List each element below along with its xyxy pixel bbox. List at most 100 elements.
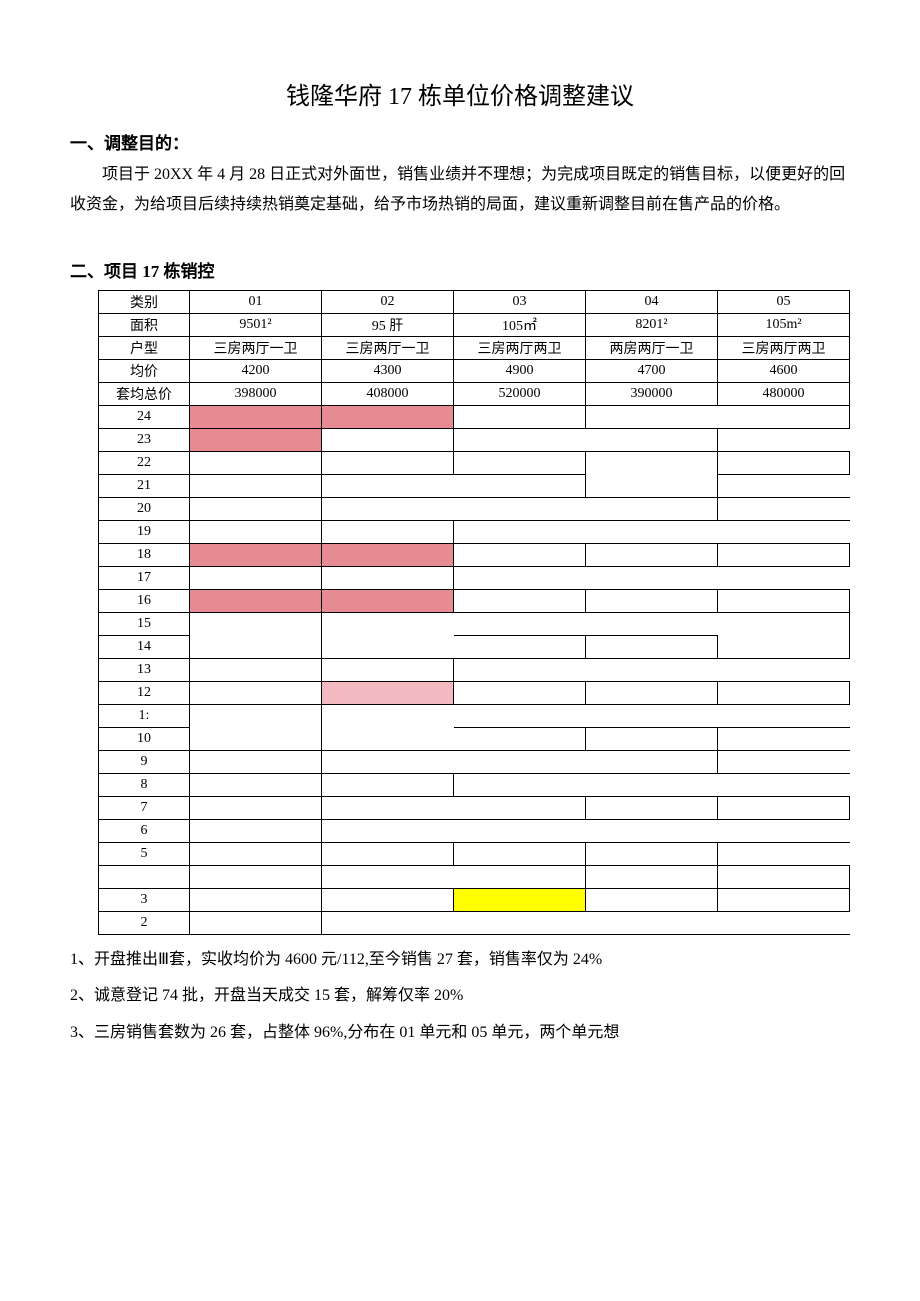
header-cell: 398000 — [190, 382, 322, 405]
floor-label: 17 — [99, 566, 190, 589]
floor-cell — [322, 474, 454, 497]
floor-cell — [190, 727, 322, 750]
floor-cell — [718, 842, 850, 865]
floor-cell — [322, 750, 454, 773]
header-cell: 105㎡ — [454, 313, 586, 336]
page-title: 钱隆华府 17 栋单位价格调整建议 — [70, 76, 850, 111]
floor-cell — [586, 543, 718, 566]
floor-cell — [190, 819, 322, 842]
floor-label: 21 — [99, 474, 190, 497]
floor-cell — [190, 842, 322, 865]
floor-cell — [454, 796, 586, 819]
floor-cell — [190, 612, 322, 635]
floor-cell — [322, 773, 454, 796]
floor-cell — [454, 865, 586, 888]
header-cell: 两房两厅一卫 — [586, 336, 718, 359]
header-cell: 480000 — [718, 382, 850, 405]
floor-cell — [718, 704, 850, 727]
floor-label: 14 — [99, 635, 190, 658]
floor-cell — [322, 681, 454, 704]
note-line: 1、开盘推出Ⅲ套，实收均价为 4600 元/112,至今销售 27 套，销售率仅… — [70, 945, 850, 975]
notes-block: 1、开盘推出Ⅲ套，实收均价为 4600 元/112,至今销售 27 套，销售率仅… — [70, 945, 850, 1048]
floor-label: 10 — [99, 727, 190, 750]
floor-cell — [190, 911, 322, 934]
floor-label: 5 — [99, 842, 190, 865]
floor-cell — [718, 750, 850, 773]
floor-cell — [322, 911, 454, 934]
floor-cell — [718, 566, 850, 589]
floor-cell — [718, 405, 850, 428]
floor-cell — [454, 704, 586, 727]
floor-cell — [586, 405, 718, 428]
header-cell: 520000 — [454, 382, 586, 405]
floor-cell — [586, 842, 718, 865]
section1-heading: 一、调整目的： — [70, 129, 850, 154]
sales-control-table: 类别0102030405面积9501²95 肝105㎡8201²105m²户型三… — [98, 290, 850, 935]
note-line: 2、诚意登记 74 批，开盘当天成交 15 套，解筹仅率 20% — [70, 981, 850, 1011]
floor-label: 7 — [99, 796, 190, 819]
floor-cell — [454, 520, 586, 543]
floor-cell — [454, 727, 586, 750]
floor-cell — [454, 750, 586, 773]
floor-cell — [190, 658, 322, 681]
floor-label: 2 — [99, 911, 190, 934]
header-row-label: 类别 — [99, 290, 190, 313]
header-cell: 三房两厅一卫 — [190, 336, 322, 359]
floor-cell — [190, 635, 322, 658]
floor-cell — [718, 520, 850, 543]
floor-cell — [322, 819, 454, 842]
floor-cell — [586, 819, 718, 842]
floor-cell — [322, 612, 454, 635]
floor-cell — [586, 589, 718, 612]
floor-cell — [586, 911, 718, 934]
floor-cell — [718, 474, 850, 497]
floor-cell — [454, 474, 586, 497]
header-cell: 05 — [718, 290, 850, 313]
header-row-label: 均价 — [99, 359, 190, 382]
floor-cell — [454, 635, 586, 658]
floor-cell — [454, 589, 586, 612]
header-cell: 4600 — [718, 359, 850, 382]
floor-cell — [190, 796, 322, 819]
floor-cell — [322, 888, 454, 911]
floor-cell — [586, 750, 718, 773]
header-cell: 95 肝 — [322, 313, 454, 336]
floor-cell — [718, 543, 850, 566]
floor-cell — [718, 888, 850, 911]
header-row-label: 面积 — [99, 313, 190, 336]
sales-control-table-wrap: 类别0102030405面积9501²95 肝105㎡8201²105m²户型三… — [98, 290, 850, 935]
floor-cell — [454, 819, 586, 842]
floor-cell — [718, 451, 850, 474]
floor-cell — [586, 727, 718, 750]
floor-label: 1: — [99, 704, 190, 727]
floor-cell — [322, 704, 454, 727]
floor-cell — [190, 888, 322, 911]
header-cell: 105m² — [718, 313, 850, 336]
floor-cell — [322, 658, 454, 681]
floor-cell — [586, 474, 718, 497]
floor-cell — [586, 428, 718, 451]
floor-cell — [322, 727, 454, 750]
header-cell: 02 — [322, 290, 454, 313]
header-cell: 8201² — [586, 313, 718, 336]
floor-cell — [190, 865, 322, 888]
floor-cell — [190, 474, 322, 497]
floor-label: 18 — [99, 543, 190, 566]
floor-cell — [586, 612, 718, 635]
floor-cell — [454, 773, 586, 796]
floor-cell — [190, 543, 322, 566]
floor-cell — [322, 405, 454, 428]
floor-cell — [586, 520, 718, 543]
floor-cell — [190, 773, 322, 796]
floor-label: 24 — [99, 405, 190, 428]
floor-cell — [322, 796, 454, 819]
header-cell: 01 — [190, 290, 322, 313]
floor-cell — [586, 635, 718, 658]
header-cell: 4700 — [586, 359, 718, 382]
floor-cell — [322, 842, 454, 865]
floor-label: 8 — [99, 773, 190, 796]
floor-cell — [454, 658, 586, 681]
floor-cell — [586, 888, 718, 911]
floor-cell — [586, 497, 718, 520]
floor-cell — [718, 497, 850, 520]
